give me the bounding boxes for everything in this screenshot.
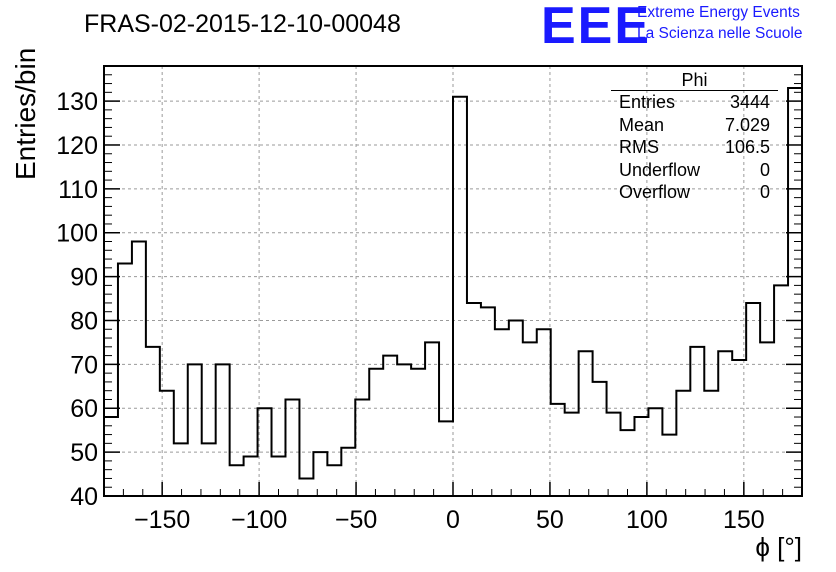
- y-tick-label: 70: [70, 351, 98, 379]
- stats-label: Entries: [619, 92, 676, 112]
- y-tick-label: 40: [70, 483, 98, 511]
- y-tick-label: 80: [70, 307, 98, 335]
- stats-row: Entries 3444: [611, 91, 778, 114]
- stats-row: Mean 7.029: [611, 114, 778, 137]
- y-tick-label: 120: [56, 132, 98, 160]
- y-tick-label: 110: [58, 176, 98, 204]
- y-tick-label: 130: [56, 88, 98, 116]
- stats-label: Underflow: [619, 159, 701, 180]
- stats-value: 106.5: [724, 137, 770, 157]
- x-axis-label: ϕ [°]: [755, 532, 802, 562]
- stats-row: RMS 106.5: [611, 136, 778, 159]
- stats-value: 7.029: [724, 114, 770, 135]
- y-tick-label: 50: [70, 439, 98, 467]
- y-tick-label: 90: [70, 264, 98, 292]
- stats-label: Overflow: [619, 182, 691, 202]
- y-tick-label: 60: [70, 395, 98, 423]
- eee-logo: EEE: [541, 0, 652, 55]
- x-tick-label: 0: [446, 506, 460, 534]
- stats-value: 0: [759, 159, 770, 180]
- y-tick-label: 100: [56, 220, 98, 248]
- x-tick-label: −100: [231, 506, 287, 534]
- x-tick-label: −150: [134, 506, 190, 534]
- x-tick-label: 100: [626, 506, 668, 534]
- plot-title: FRAS-02-2015-12-10-00048: [84, 10, 401, 38]
- axis-tick-labels: −150 −100 −50 0 50 100 150 40 50 60 70 80 90 100 110 12…: [56, 88, 764, 534]
- x-tick-label: 50: [536, 506, 564, 534]
- stats-row: Underflow 0: [611, 159, 778, 182]
- stats-value: 3444: [729, 92, 770, 112]
- y-axis-label: Entries/bin: [10, 47, 41, 180]
- axis-ticks: [104, 65, 802, 497]
- histogram-line: [104, 86, 802, 480]
- stats-box: Phi Entries 3444 Mean 7.029 RMS 106.5 Un…: [611, 70, 778, 204]
- logo-line-1: Extreme Energy Events: [637, 4, 800, 21]
- stats-title: Phi: [611, 70, 778, 91]
- stats-label: RMS: [619, 137, 659, 157]
- stats-value: 0: [759, 182, 770, 202]
- stats-row: Overflow 0: [611, 181, 778, 204]
- stats-label: Mean: [619, 114, 665, 135]
- x-tick-label: 150: [723, 506, 765, 534]
- logo-line-2: La Scienza nelle Scuole: [637, 25, 803, 42]
- x-tick-label: −50: [335, 506, 377, 534]
